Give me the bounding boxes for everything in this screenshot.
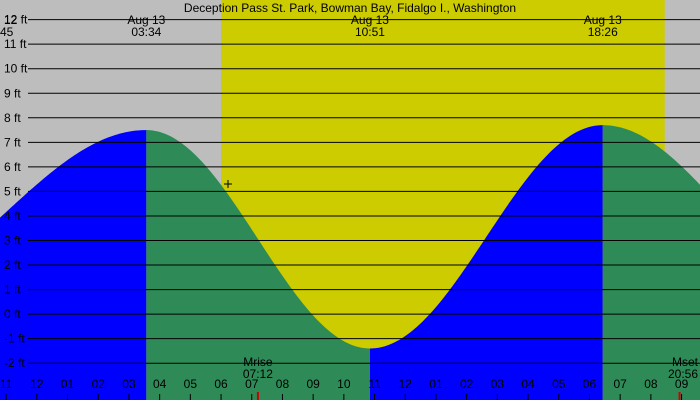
x-tick-label: 03 — [491, 377, 505, 391]
extreme-time-label: 10:51 — [355, 25, 385, 39]
y-tick-label: 0 ft — [4, 307, 21, 321]
y-tick-label: 9 ft — [4, 86, 21, 100]
moonset-label: Mset — [672, 355, 699, 369]
extreme-date-label: Aug 13 — [351, 13, 389, 27]
y-tick-label: 7 ft — [4, 135, 21, 149]
x-tick-label: 09 — [675, 377, 689, 391]
x-tick-label: 09 — [306, 377, 320, 391]
x-tick-label: 06 — [583, 377, 597, 391]
y-tick-label: 6 ft — [4, 160, 21, 174]
x-tick-label: 10 — [337, 377, 351, 391]
x-tick-label: 02 — [460, 377, 474, 391]
x-tick-label: 11 — [368, 377, 381, 391]
crosshair-cursor-icon — [224, 180, 232, 188]
x-tick-label: 08 — [276, 377, 290, 391]
x-tick-label: 07 — [613, 377, 627, 391]
x-tick-label: 04 — [153, 377, 167, 391]
moonset-time: 20:56 — [668, 367, 698, 381]
moonrise-label: Mrise — [243, 355, 273, 369]
x-tick-label: 05 — [552, 377, 566, 391]
y-tick-label: 4 ft — [4, 209, 21, 223]
x-tick-label: 01 — [61, 377, 75, 391]
falling-tide-area — [602, 125, 700, 400]
extreme-time-label: 03:34 — [131, 25, 161, 39]
y-tick-label: 5 ft — [4, 184, 21, 198]
y-tick-label: 2 ft — [4, 258, 21, 272]
x-tick-label: 08 — [644, 377, 658, 391]
x-tick-label: 07 — [245, 377, 259, 391]
extreme-date-label: Aug 13 — [127, 13, 165, 27]
x-tick-label: 12 — [399, 377, 413, 391]
x-tick-label: 05 — [184, 377, 198, 391]
y-tick-label: -2 ft — [4, 356, 25, 370]
y-tick-label: 3 ft — [4, 233, 21, 247]
left-edge-time-label: 45 — [0, 25, 14, 39]
y-tick-label: 10 ft — [4, 62, 28, 76]
rising-tide-area — [369, 125, 603, 400]
x-tick-label: 01 — [429, 377, 443, 391]
y-tick-label: 12 ft — [4, 13, 28, 27]
x-tick-label: 06 — [214, 377, 228, 391]
y-tick-label: 8 ft — [4, 111, 21, 125]
extreme-time-label: 18:26 — [588, 25, 618, 39]
label-layer: 12 ft 11 ft 10 ft 9 ft 8 ft 7 ft 6 ft 5 ft 4 ft 3… — [0, 13, 699, 391]
x-tick-label: 11 — [0, 377, 13, 391]
chart-title: Deception Pass St. Park, Bowman Bay, Fid… — [184, 1, 516, 15]
extreme-date-label: Aug 13 — [584, 13, 622, 27]
grid-layer — [5, 19, 700, 400]
y-tick-label: 11 ft — [4, 37, 27, 51]
x-tick-label: 12 — [30, 377, 44, 391]
left-edge-date-label: 12 — [4, 13, 18, 27]
x-tick-label: 03 — [122, 377, 136, 391]
moonrise-time: 07:12 — [243, 367, 273, 381]
x-tick-label: 04 — [521, 377, 535, 391]
y-tick-label: -1 ft — [4, 332, 25, 346]
x-tick-label: 02 — [92, 377, 106, 391]
y-tick-label: 1 ft — [4, 283, 21, 297]
